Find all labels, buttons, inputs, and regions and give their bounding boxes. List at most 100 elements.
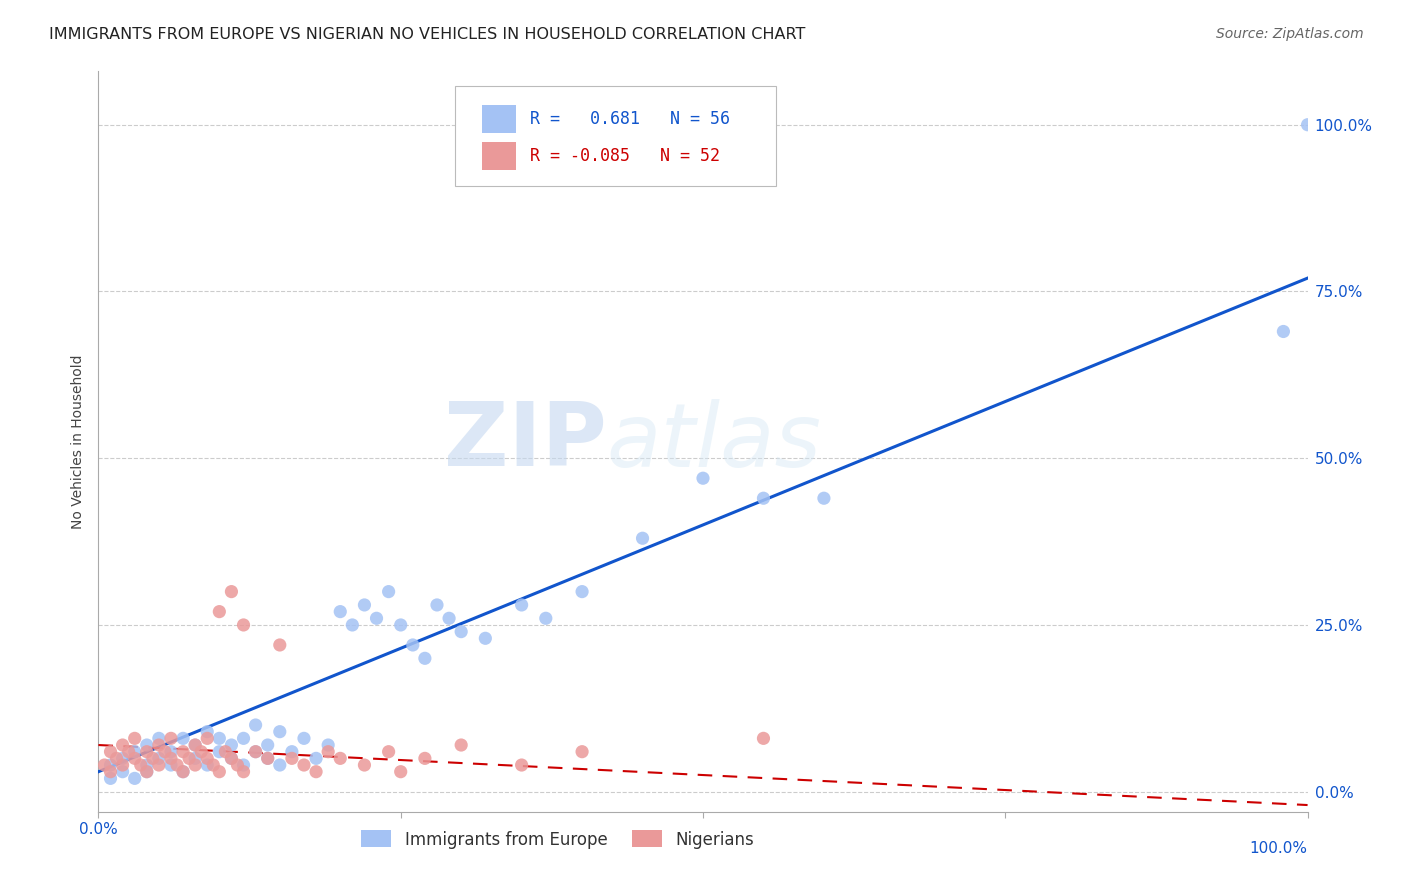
- Point: [389, 764, 412, 779]
- Point: [474, 632, 496, 646]
- Text: R =   0.681   N = 56: R = 0.681 N = 56: [530, 110, 730, 128]
- Point: [437, 611, 460, 625]
- Point: [221, 584, 243, 599]
- Point: [510, 758, 533, 772]
- Point: [184, 738, 207, 752]
- Text: ZIP: ZIP: [443, 398, 606, 485]
- Point: [148, 751, 170, 765]
- Point: [100, 772, 122, 786]
- Point: [100, 764, 122, 779]
- Point: [214, 745, 236, 759]
- Point: [256, 751, 278, 765]
- Point: [329, 605, 352, 619]
- Point: [208, 745, 231, 759]
- Point: [105, 751, 128, 765]
- Point: [129, 758, 152, 772]
- Text: IMMIGRANTS FROM EUROPE VS NIGERIAN NO VEHICLES IN HOUSEHOLD CORRELATION CHART: IMMIGRANTS FROM EUROPE VS NIGERIAN NO VE…: [49, 27, 806, 42]
- Point: [195, 724, 218, 739]
- Point: [245, 718, 267, 732]
- Point: [195, 758, 218, 772]
- Text: atlas: atlas: [606, 399, 821, 484]
- Bar: [482, 104, 516, 133]
- Point: [172, 764, 194, 779]
- Point: [135, 745, 157, 759]
- Point: [692, 471, 714, 485]
- Point: [1272, 325, 1295, 339]
- Point: [232, 731, 254, 746]
- Point: [208, 764, 231, 779]
- Point: [160, 751, 183, 765]
- Point: [269, 638, 291, 652]
- Point: [179, 751, 201, 765]
- Point: [426, 598, 449, 612]
- Point: [195, 731, 218, 746]
- Point: [281, 751, 304, 765]
- Point: [450, 624, 472, 639]
- Point: [166, 758, 188, 772]
- Point: [232, 758, 254, 772]
- Point: [269, 724, 291, 739]
- Point: [377, 584, 399, 599]
- Point: [100, 758, 122, 772]
- Point: [100, 745, 122, 759]
- Text: Source: ZipAtlas.com: Source: ZipAtlas.com: [1216, 27, 1364, 41]
- Point: [184, 751, 207, 765]
- Point: [124, 772, 146, 786]
- Point: [93, 758, 115, 772]
- Point: [208, 605, 231, 619]
- Point: [153, 745, 176, 759]
- Point: [148, 738, 170, 752]
- Point: [329, 751, 352, 765]
- Point: [142, 751, 165, 765]
- Point: [226, 758, 249, 772]
- Point: [148, 758, 170, 772]
- Point: [256, 738, 278, 752]
- Point: [124, 731, 146, 746]
- Point: [135, 738, 157, 752]
- Point: [221, 751, 243, 765]
- Point: [245, 745, 267, 759]
- Point: [413, 651, 436, 665]
- Point: [534, 611, 557, 625]
- Point: [221, 738, 243, 752]
- Point: [316, 745, 339, 759]
- Point: [316, 738, 339, 752]
- Point: [135, 764, 157, 779]
- Point: [450, 738, 472, 752]
- Point: [195, 751, 218, 765]
- Point: [202, 758, 225, 772]
- Point: [342, 618, 364, 632]
- Point: [510, 598, 533, 612]
- Text: R = -0.085   N = 52: R = -0.085 N = 52: [530, 147, 720, 165]
- FancyBboxPatch shape: [456, 87, 776, 186]
- Point: [111, 738, 134, 752]
- Point: [292, 731, 315, 746]
- Point: [172, 764, 194, 779]
- Point: [160, 758, 183, 772]
- Point: [172, 731, 194, 746]
- Point: [172, 745, 194, 759]
- Point: [135, 758, 157, 772]
- Point: [232, 764, 254, 779]
- Legend: Immigrants from Europe, Nigerians: Immigrants from Europe, Nigerians: [354, 823, 761, 855]
- Point: [269, 758, 291, 772]
- Point: [111, 764, 134, 779]
- Point: [389, 618, 412, 632]
- Point: [366, 611, 388, 625]
- Point: [752, 731, 775, 746]
- Point: [752, 491, 775, 506]
- Point: [413, 751, 436, 765]
- Point: [353, 598, 375, 612]
- Bar: [482, 142, 516, 169]
- Y-axis label: No Vehicles in Household: No Vehicles in Household: [72, 354, 86, 529]
- Point: [402, 638, 425, 652]
- Point: [148, 731, 170, 746]
- Point: [305, 764, 328, 779]
- Point: [377, 745, 399, 759]
- Point: [160, 731, 183, 746]
- Point: [245, 745, 267, 759]
- Point: [232, 618, 254, 632]
- Point: [111, 751, 134, 765]
- Point: [353, 758, 375, 772]
- Point: [190, 745, 212, 759]
